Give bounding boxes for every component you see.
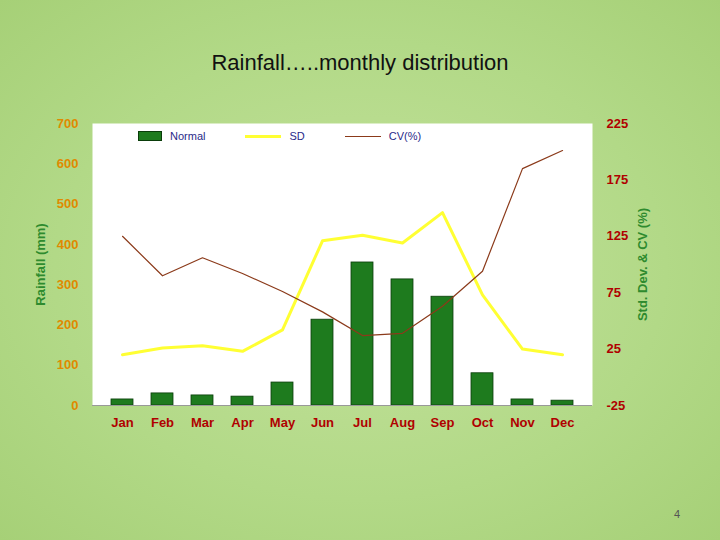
svg-text:Oct: Oct (472, 415, 494, 430)
svg-text:300: 300 (57, 277, 79, 292)
svg-text:Mar: Mar (191, 415, 214, 430)
svg-text:Apr: Apr (231, 415, 253, 430)
svg-text:Nov: Nov (510, 415, 535, 430)
svg-text:Dec: Dec (551, 415, 575, 430)
svg-text:125: 125 (607, 228, 629, 243)
svg-text:Rainfall (mm): Rainfall (mm) (33, 223, 48, 305)
html-text:Normal: Normal (170, 130, 206, 142)
html-text:SD: SD (289, 130, 305, 142)
svg-text:200: 200 (57, 317, 79, 332)
svg-text:225: 225 (607, 116, 629, 131)
svg-text:Jun: Jun (311, 415, 334, 430)
html-text:CV(%): CV(%) (388, 130, 422, 142)
svg-text:May: May (270, 415, 296, 430)
svg-text:175: 175 (607, 172, 629, 187)
html-text:4: 4 (673, 508, 680, 520)
svg-text:400: 400 (57, 237, 79, 252)
svg-text:500: 500 (57, 196, 79, 211)
svg-text:Jan: Jan (111, 415, 133, 430)
html-text:Rainfall…..monthly distributio: Rainfall…..monthly distribution (211, 50, 509, 75)
svg-text:600: 600 (57, 156, 79, 171)
svg-text:0: 0 (71, 398, 78, 413)
svg-text:Sep: Sep (431, 415, 455, 430)
svg-text:Aug: Aug (390, 415, 415, 430)
svg-text:700: 700 (57, 116, 79, 131)
svg-text:25: 25 (607, 341, 621, 356)
svg-text:Jul: Jul (353, 415, 372, 430)
svg-text:Std. Dev. & CV (%): Std. Dev. & CV (%) (635, 208, 650, 321)
svg-text:Feb: Feb (151, 415, 174, 430)
svg-text:-25: -25 (607, 398, 626, 413)
svg-text:100: 100 (57, 357, 79, 372)
svg-text:75: 75 (607, 285, 621, 300)
